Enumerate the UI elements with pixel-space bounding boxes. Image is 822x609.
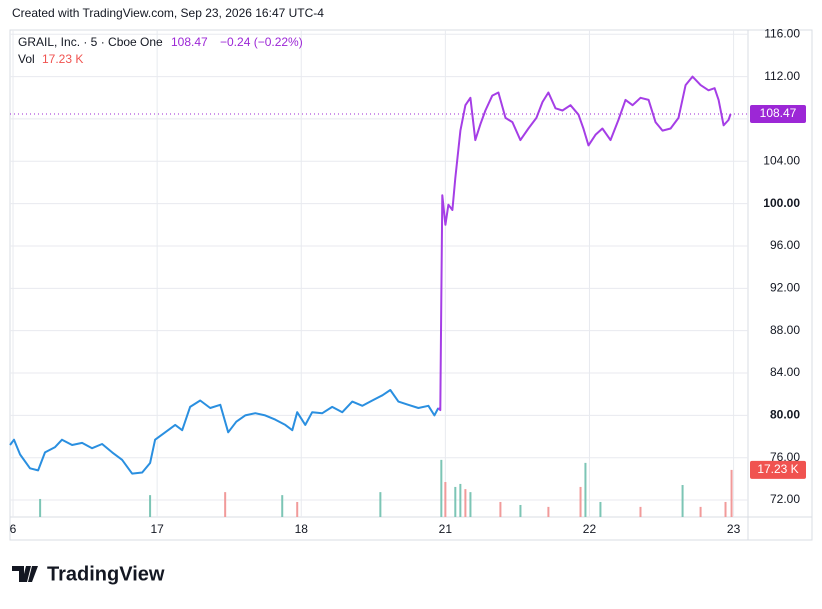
volume-bar: [730, 469, 733, 517]
frame: [9, 29, 813, 541]
price-change: −0.24 (−0.22%): [220, 35, 303, 49]
grid: [10, 30, 748, 517]
last-price-tag: [750, 104, 806, 123]
volume-bar: [464, 489, 467, 517]
volume-bar: [39, 498, 42, 517]
marks: [9, 75, 733, 517]
y-tick-label: 100.00: [763, 196, 800, 210]
x-tick-label: 22: [583, 522, 597, 536]
volume-tag-label: 17.23 K: [757, 462, 798, 476]
volume-bar: [584, 462, 587, 517]
x-tick-label: 6: [10, 522, 17, 536]
volume-bar: [281, 495, 284, 517]
y-tick-label: 76.00: [770, 450, 800, 464]
y-tick-label: 96.00: [770, 238, 800, 252]
x-tick-label: 18: [295, 522, 309, 536]
volume-bar: [149, 495, 152, 517]
volume-bar: [296, 501, 299, 517]
y-tick-label: 80.00: [770, 408, 800, 422]
y-tick-label: 84.00: [770, 365, 800, 379]
volume-bar: [459, 483, 462, 517]
volume-bar: [724, 501, 727, 517]
volume-bar: [599, 501, 602, 517]
volume-bar: [469, 492, 472, 517]
volume-bar: [579, 486, 582, 517]
volume-bar: [639, 506, 642, 517]
created-note: Created with TradingView.com, Sep 23, 20…: [12, 6, 324, 20]
logo-text: TradingView: [47, 563, 165, 585]
x-tick-label: 23: [727, 522, 741, 536]
volume-bar: [499, 501, 502, 517]
volume-bar: [699, 506, 702, 517]
volume-bar: [681, 485, 684, 517]
y-tick-label: 72.00: [770, 492, 800, 506]
y-tick-label: 116.00: [764, 26, 800, 40]
volume-bar: [454, 486, 457, 517]
vol-value: 17.23 K: [42, 52, 83, 66]
volume-bar: [444, 482, 447, 517]
price-line: [437, 75, 732, 412]
y-tick-label: 92.00: [770, 280, 800, 294]
logo-mark: [12, 566, 38, 582]
volume-bar: [379, 492, 382, 517]
last-price-tag-label: 108.47: [760, 106, 797, 120]
logo: TradingView: [12, 563, 165, 585]
symbol: GRAIL, Inc. · 5 · Cboe One: [18, 35, 163, 49]
price-line: [9, 389, 440, 475]
volume-tag: [750, 460, 806, 479]
volume-bar: [519, 504, 522, 517]
x-tick-label: 17: [150, 522, 164, 536]
x-tick-label: 21: [439, 522, 453, 536]
y-tick-label: 104.00: [763, 153, 800, 167]
volume-bar: [224, 492, 227, 517]
volume-bar: [547, 506, 550, 517]
vol-label: Vol: [18, 52, 35, 66]
y-tick-label: 112.00: [764, 69, 800, 83]
last-price: 108.47: [171, 35, 208, 49]
volume-bar: [440, 459, 443, 517]
y-tick-label: 88.00: [770, 323, 800, 337]
